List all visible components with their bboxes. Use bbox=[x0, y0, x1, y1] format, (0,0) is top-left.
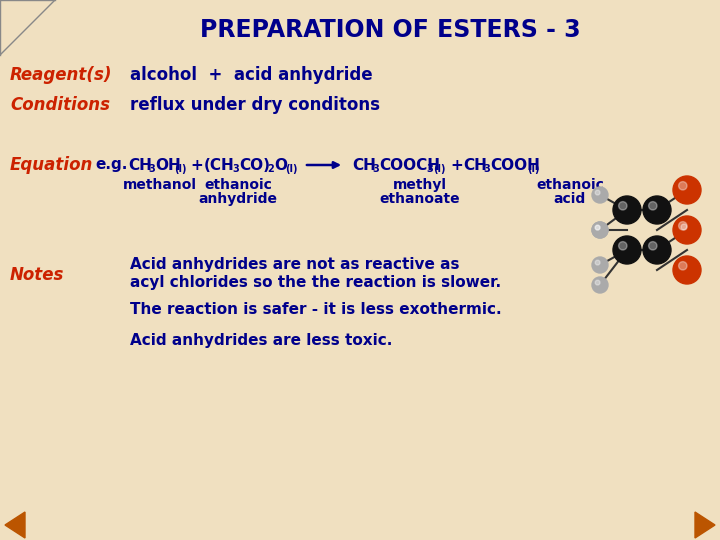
Text: 3: 3 bbox=[372, 164, 379, 174]
Text: (l): (l) bbox=[285, 164, 297, 174]
Text: The reaction is safer - it is less exothermic.: The reaction is safer - it is less exoth… bbox=[130, 302, 502, 318]
Text: anhydride: anhydride bbox=[199, 192, 277, 206]
Text: Equation: Equation bbox=[10, 156, 94, 174]
Circle shape bbox=[677, 220, 697, 240]
Circle shape bbox=[595, 225, 600, 230]
Text: reflux under dry conditons: reflux under dry conditons bbox=[130, 96, 380, 114]
Circle shape bbox=[673, 256, 701, 284]
Circle shape bbox=[673, 176, 701, 204]
Text: 3: 3 bbox=[483, 164, 490, 174]
Circle shape bbox=[595, 280, 600, 285]
Circle shape bbox=[673, 216, 701, 244]
Text: e.g.: e.g. bbox=[95, 158, 127, 172]
Text: alcohol  +  acid anhydride: alcohol + acid anhydride bbox=[130, 66, 373, 84]
Text: ethanoic: ethanoic bbox=[536, 178, 604, 192]
Text: Conditions: Conditions bbox=[10, 96, 110, 114]
Circle shape bbox=[618, 201, 627, 210]
Circle shape bbox=[678, 221, 687, 230]
Text: Notes: Notes bbox=[10, 266, 64, 284]
Text: ethanoic: ethanoic bbox=[204, 178, 272, 192]
Text: (CH: (CH bbox=[204, 158, 235, 172]
Text: +: + bbox=[450, 158, 463, 172]
Polygon shape bbox=[695, 512, 715, 538]
Text: O: O bbox=[274, 158, 287, 172]
Text: Reagent(s): Reagent(s) bbox=[10, 66, 112, 84]
Text: CO): CO) bbox=[239, 158, 270, 172]
Text: 3: 3 bbox=[426, 164, 433, 174]
Circle shape bbox=[595, 260, 600, 265]
Text: acyl chlorides so the the reaction is slower.: acyl chlorides so the the reaction is sl… bbox=[130, 274, 501, 289]
Circle shape bbox=[595, 190, 600, 195]
Text: (l): (l) bbox=[433, 164, 446, 174]
Circle shape bbox=[592, 257, 608, 273]
Circle shape bbox=[613, 196, 641, 224]
Text: (l): (l) bbox=[527, 164, 539, 174]
Circle shape bbox=[649, 201, 657, 210]
Polygon shape bbox=[5, 512, 25, 538]
Text: ethanoate: ethanoate bbox=[379, 192, 460, 206]
Circle shape bbox=[592, 187, 608, 203]
Text: Acid anhydrides are less toxic.: Acid anhydrides are less toxic. bbox=[130, 333, 392, 348]
Circle shape bbox=[681, 224, 687, 230]
Text: 2: 2 bbox=[267, 164, 274, 174]
Circle shape bbox=[678, 181, 687, 190]
Text: 3: 3 bbox=[232, 164, 239, 174]
Circle shape bbox=[592, 277, 608, 293]
Text: methyl: methyl bbox=[393, 178, 447, 192]
Circle shape bbox=[595, 225, 600, 230]
Text: methanol: methanol bbox=[123, 178, 197, 192]
Text: acid: acid bbox=[554, 192, 586, 206]
Circle shape bbox=[678, 261, 687, 270]
Circle shape bbox=[592, 222, 608, 238]
Text: 3: 3 bbox=[148, 164, 155, 174]
Text: CH: CH bbox=[352, 158, 376, 172]
Circle shape bbox=[643, 196, 671, 224]
Text: +: + bbox=[190, 158, 203, 172]
Text: COOH: COOH bbox=[490, 158, 540, 172]
Text: COOCH: COOCH bbox=[379, 158, 440, 172]
Text: PREPARATION OF ESTERS - 3: PREPARATION OF ESTERS - 3 bbox=[199, 18, 580, 42]
Text: CH: CH bbox=[463, 158, 487, 172]
Circle shape bbox=[592, 222, 608, 238]
Text: OH: OH bbox=[155, 158, 181, 172]
Text: (l): (l) bbox=[174, 164, 186, 174]
Circle shape bbox=[613, 236, 641, 264]
Circle shape bbox=[618, 241, 627, 250]
Text: CH: CH bbox=[128, 158, 152, 172]
Text: Acid anhydrides are not as reactive as: Acid anhydrides are not as reactive as bbox=[130, 258, 459, 273]
Circle shape bbox=[649, 241, 657, 250]
Circle shape bbox=[643, 236, 671, 264]
